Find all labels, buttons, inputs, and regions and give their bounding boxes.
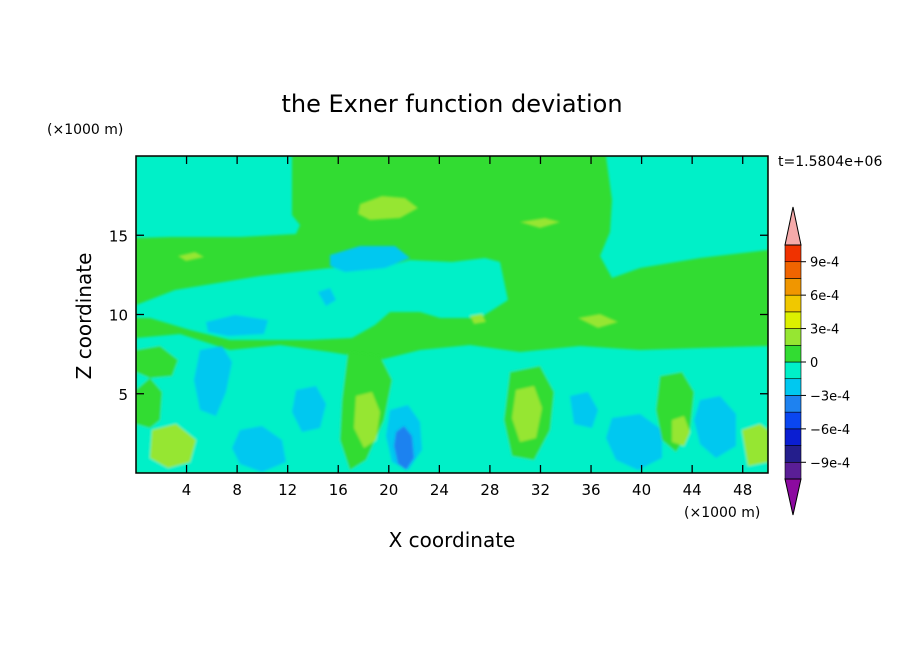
y-tick-label: 15 — [109, 227, 128, 245]
contour-region — [694, 396, 736, 458]
colorbar-band — [784, 361, 802, 380]
contour-region — [685, 205, 768, 226]
colorbar-band — [784, 378, 802, 396]
y-axis-label: Z coordinate — [72, 253, 96, 380]
colorbar-band — [784, 328, 802, 346]
colorbar-label: −6e-4 — [810, 423, 850, 438]
colorbar: 9e-4 6e-4 3e-4 0 −3e-4 −6e-4 −9e-4 — [784, 206, 850, 516]
colorbar-label: 9e-4 — [810, 256, 839, 271]
contour-field — [136, 156, 768, 473]
colorbar-band — [784, 411, 802, 430]
x-tick-label: 40 — [632, 481, 651, 499]
contour-region — [150, 424, 196, 468]
contour-region — [292, 386, 326, 432]
colorbar-label: 3e-4 — [810, 323, 839, 338]
x-tick-label: 36 — [581, 481, 600, 499]
x-unit-label: (×1000 m) — [684, 505, 760, 521]
colorbar-band — [784, 428, 802, 446]
x-tick-label: 28 — [480, 481, 499, 499]
colorbar-band — [784, 461, 802, 480]
contour-region — [394, 426, 414, 470]
contour-region — [354, 392, 380, 448]
colorbar-under-triangle — [784, 478, 802, 516]
time-label: t=1.5804e+06 — [778, 154, 882, 170]
contour-region — [742, 424, 768, 466]
colorbar-label: 0 — [810, 356, 818, 371]
colorbar-label: −9e-4 — [810, 456, 850, 471]
contour-region — [470, 314, 486, 324]
y-tick-label: 5 — [118, 386, 128, 404]
colorbar-label: −3e-4 — [810, 389, 850, 404]
contour-region — [136, 378, 162, 428]
x-tick-label: 48 — [733, 481, 752, 499]
colorbar-band — [784, 244, 802, 263]
colorbar-band — [784, 261, 802, 279]
colorbar-band — [784, 278, 802, 296]
contour-region — [136, 346, 178, 378]
x-tick-label: 24 — [430, 481, 449, 499]
colorbar-band — [784, 344, 802, 363]
contour-region — [672, 416, 690, 446]
x-axis-label: X coordinate — [389, 528, 516, 552]
x-tick-label: 44 — [683, 481, 702, 499]
contour-region — [358, 196, 418, 220]
contour-region — [520, 218, 560, 228]
contour-region — [318, 288, 336, 306]
x-tick-label: 12 — [278, 481, 297, 499]
colorbar-band — [784, 294, 802, 313]
colorbar-label: 6e-4 — [810, 289, 839, 304]
contour-region — [600, 156, 768, 278]
chart-title: the Exner function deviation — [281, 90, 622, 118]
contour-region — [136, 203, 158, 216]
contour-region — [206, 315, 268, 336]
colorbar-band — [784, 445, 802, 463]
x-tick-label: 16 — [329, 481, 348, 499]
contour-region — [512, 386, 542, 442]
x-tick-label: 32 — [531, 481, 550, 499]
contour-region — [578, 314, 618, 328]
contour-region — [606, 414, 662, 470]
contour-region — [570, 392, 598, 428]
y-tick-label: 10 — [109, 307, 128, 325]
colorbar-band — [784, 311, 802, 329]
colorbar-over-triangle — [784, 206, 802, 246]
contour-region — [178, 252, 204, 261]
y-unit-label: (×1000 m) — [47, 122, 123, 138]
contour-region — [194, 346, 232, 416]
x-tick-label: 20 — [379, 481, 398, 499]
contour-region — [136, 156, 300, 238]
contour-region — [232, 426, 286, 472]
x-tick-label: 4 — [182, 481, 192, 499]
contour-region — [330, 246, 410, 272]
x-tick-label: 8 — [232, 481, 242, 499]
colorbar-band — [784, 395, 802, 413]
